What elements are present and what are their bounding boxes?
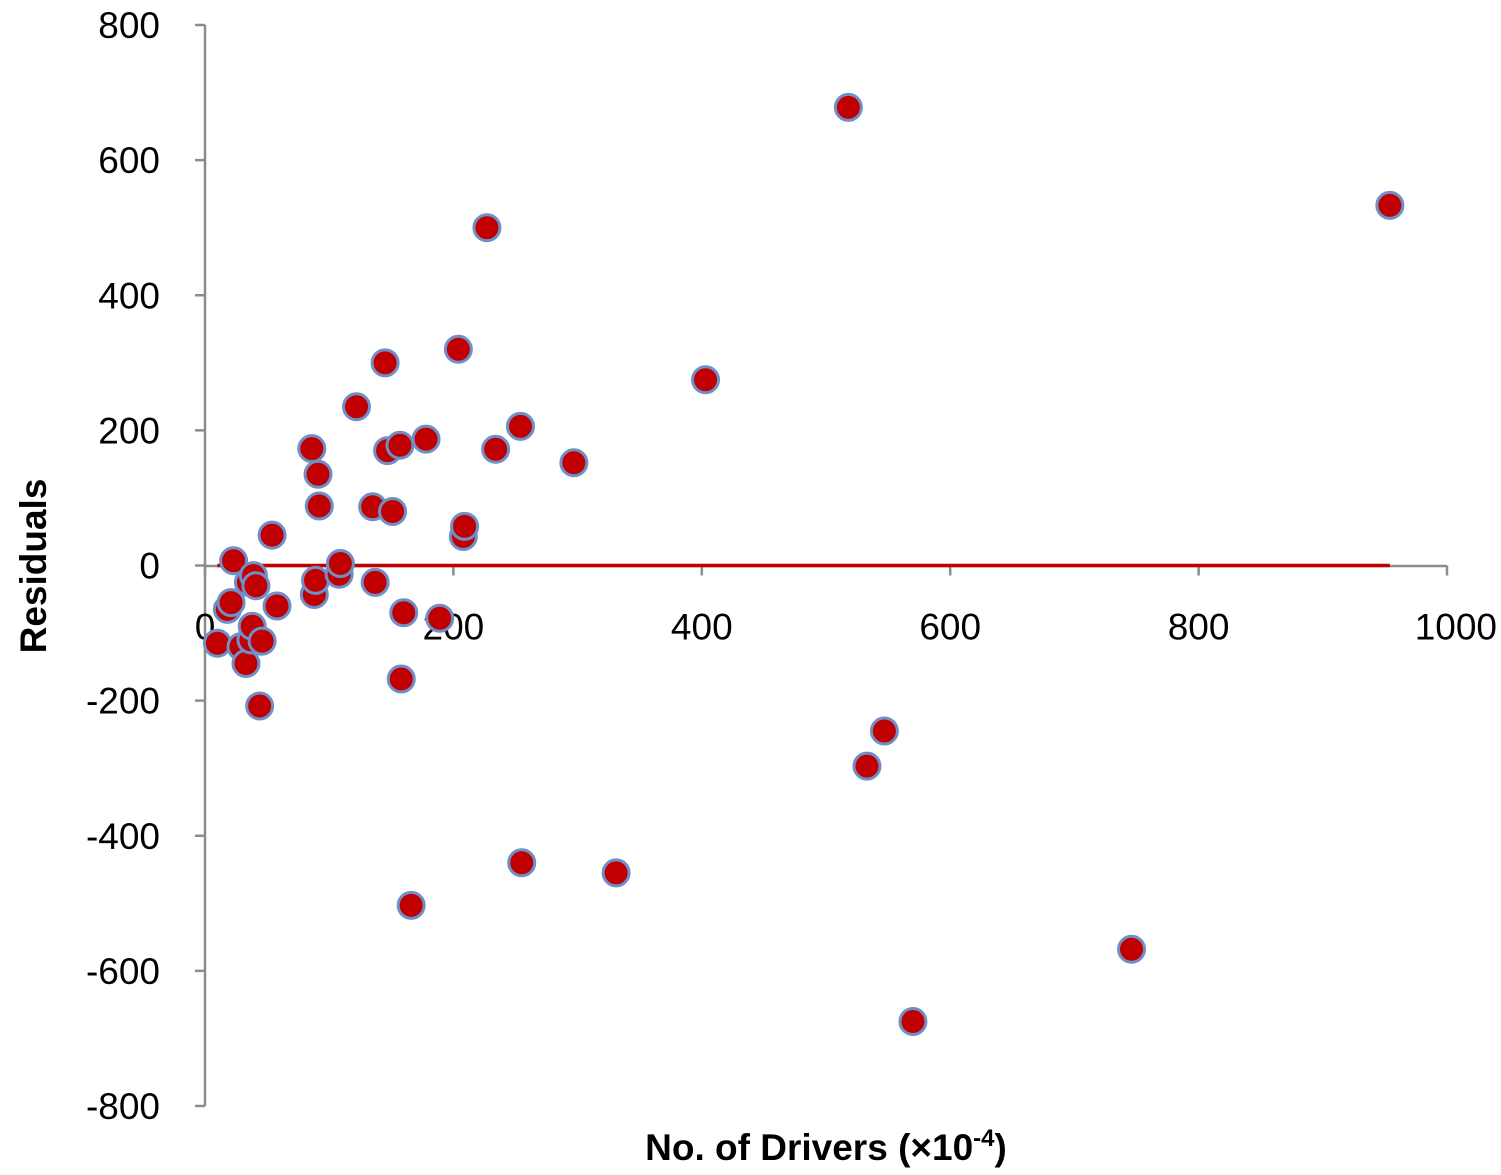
data-point (389, 598, 419, 628)
x-tick-label: 800 (1168, 607, 1230, 648)
data-point (360, 567, 390, 597)
y-tick-label: 0 (139, 546, 160, 587)
data-point (231, 648, 261, 678)
y-tick-label: 600 (98, 140, 160, 181)
x-tick-label: 400 (671, 607, 733, 648)
data-point (301, 565, 331, 595)
data-point (507, 848, 537, 878)
data-point (262, 591, 292, 621)
data-point (257, 520, 287, 550)
data-point (601, 858, 631, 888)
data-point (691, 365, 721, 395)
data-point (425, 603, 455, 633)
data-point (898, 1007, 928, 1037)
data-point (852, 751, 882, 781)
data-point (1375, 190, 1405, 220)
x-axis-ticks: 0 200 400 600 800 1000 (195, 565, 1497, 648)
data-point (385, 430, 415, 460)
data-point (378, 496, 408, 526)
x-axis-title-superscript: -4 (973, 1125, 995, 1152)
y-tick-label: -400 (86, 816, 160, 857)
data-point (396, 890, 426, 920)
y-tick-label: -800 (86, 1086, 160, 1127)
data-point (1117, 934, 1147, 964)
data-point (247, 626, 277, 656)
y-axis-title: Residuals (13, 479, 54, 654)
data-point (342, 392, 372, 422)
x-axis-title: No. of Drivers (×10-4) (645, 1125, 1007, 1168)
data-point (202, 628, 232, 658)
y-tick-label: 200 (98, 410, 160, 451)
data-point (559, 448, 589, 478)
x-tick-label: 1000 (1415, 607, 1497, 648)
data-point (833, 92, 863, 122)
y-axis-ticks: 800 600 400 200 0 -200 -400 -600 -800 (86, 5, 205, 1127)
x-axis-title-main: No. of Drivers (×10 (645, 1127, 973, 1168)
data-point (411, 424, 441, 454)
data-point (304, 491, 334, 521)
data-point (245, 691, 275, 721)
data-point (472, 213, 502, 243)
y-tick-label: -600 (86, 951, 160, 992)
data-point (869, 716, 899, 746)
data-point (481, 434, 511, 464)
data-point (219, 546, 249, 576)
data-point (241, 571, 271, 601)
y-tick-label: 400 (98, 275, 160, 316)
data-point (325, 548, 355, 578)
data-point (297, 434, 327, 464)
data-point (443, 334, 473, 364)
x-tick-label: 600 (919, 607, 981, 648)
data-points (202, 92, 1405, 1037)
data-point (370, 348, 400, 378)
y-tick-label: -200 (86, 681, 160, 722)
data-point (303, 459, 333, 489)
x-axis-title-suffix: ) (995, 1127, 1007, 1168)
data-point (216, 588, 246, 618)
data-point (386, 664, 416, 694)
data-point (505, 411, 535, 441)
y-tick-label: 800 (98, 5, 160, 46)
data-point (450, 511, 480, 541)
